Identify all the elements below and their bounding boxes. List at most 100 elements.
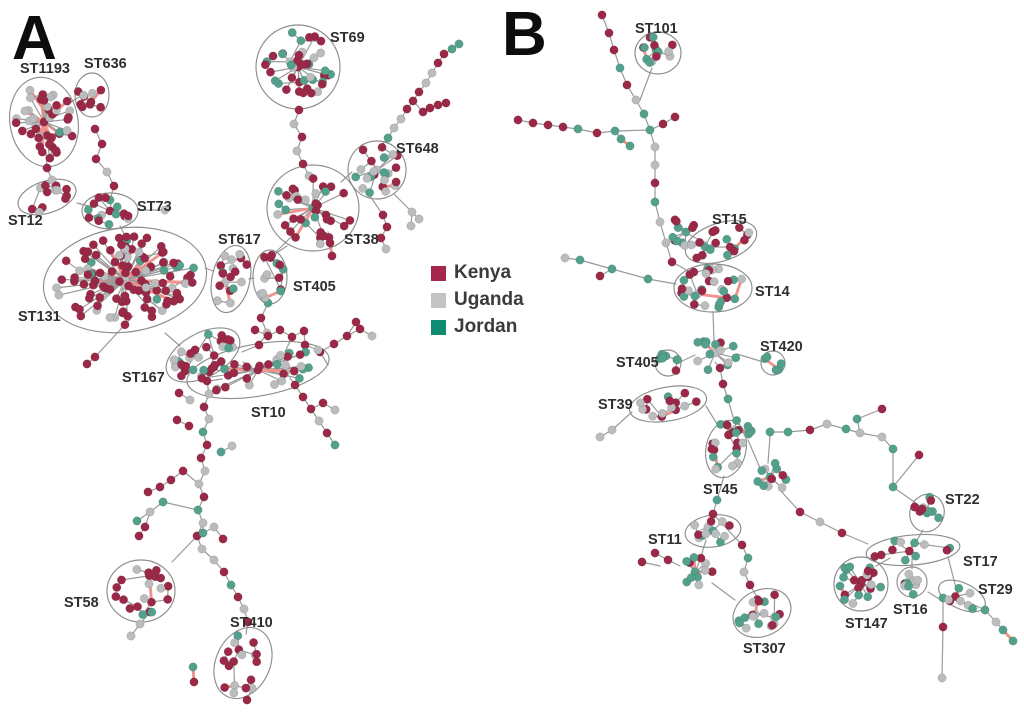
node-uganda (358, 183, 368, 193)
node-uganda (281, 360, 291, 370)
edge (340, 171, 353, 183)
node-uganda (47, 175, 57, 185)
node-kenya (94, 216, 104, 226)
node-uganda (362, 173, 372, 183)
node-jordan (716, 297, 726, 307)
node-uganda (944, 595, 954, 605)
node-uganda (919, 540, 929, 550)
node-uganda (694, 580, 704, 590)
node-kenya (754, 596, 764, 606)
node-kenya (229, 359, 239, 369)
node-kenya (169, 258, 179, 268)
node-kenya (311, 199, 321, 209)
node-kenya (418, 107, 428, 117)
node-kenya (687, 223, 697, 233)
node-kenya (339, 188, 349, 198)
node-jordan (731, 353, 741, 363)
node-kenya (275, 260, 285, 270)
node-jordan (682, 556, 692, 566)
node-jordan (274, 199, 284, 209)
node-kenya (118, 307, 128, 317)
node-kenya (254, 340, 264, 350)
node-kenya (718, 379, 728, 389)
node-kenya (414, 87, 424, 97)
node-uganda (227, 255, 236, 265)
node-jordan (573, 124, 583, 134)
node-jordan (216, 447, 226, 457)
node-uganda (200, 466, 210, 476)
node-kenya (665, 396, 675, 406)
node-kenya (692, 253, 702, 263)
node-kenya (166, 475, 176, 485)
node-uganda (105, 313, 115, 323)
node-uganda (728, 461, 737, 471)
node-kenya (131, 267, 141, 277)
node-kenya (109, 181, 119, 191)
node-kenya (89, 199, 99, 209)
node-uganda (277, 376, 287, 386)
cluster-label-ST38: ST38 (344, 232, 379, 248)
panel-b-label: B (502, 0, 547, 69)
node-uganda (230, 681, 240, 691)
node-jordan (732, 448, 741, 458)
edge (841, 532, 869, 545)
node-uganda (687, 240, 696, 250)
node-kenya (144, 568, 154, 578)
node-kenya (722, 420, 732, 430)
node-kenya (219, 567, 229, 577)
node-uganda (711, 529, 721, 539)
node-kenya (61, 256, 71, 266)
cluster-label-ST648: ST648 (396, 141, 439, 157)
cluster-label-ST16: ST16 (893, 602, 928, 618)
node-kenya (230, 267, 240, 277)
node-kenya (917, 504, 927, 514)
node-kenya (298, 392, 308, 402)
node-kenya (667, 40, 677, 50)
node-kenya (528, 118, 538, 128)
node-jordan (998, 625, 1008, 635)
node-jordan (954, 583, 964, 593)
node-kenya (317, 79, 327, 89)
node-jordan (203, 329, 213, 339)
node-uganda (227, 441, 237, 451)
node-uganda (607, 425, 617, 435)
node-kenya (724, 430, 733, 440)
node-jordan (650, 197, 660, 207)
node-uganda (28, 114, 38, 124)
node-jordan (330, 440, 340, 450)
node-kenya (255, 361, 264, 371)
node-uganda (212, 296, 222, 306)
cluster-label-ST11: ST11 (648, 532, 682, 548)
node-kenya (680, 388, 690, 398)
cluster-label-ST29: ST29 (978, 582, 1013, 598)
node-jordan (147, 607, 157, 617)
node-jordan (722, 250, 732, 260)
node-kenya (382, 222, 392, 232)
node-jordan (138, 610, 148, 620)
node-jordan (900, 555, 910, 565)
edge (611, 411, 633, 431)
node-kenya (115, 277, 124, 287)
node-kenya (250, 325, 260, 335)
node-kenya (543, 120, 553, 130)
edge (29, 97, 45, 123)
node-kenya (691, 397, 701, 407)
nodes-layer (11, 10, 1018, 705)
node-jordan (616, 134, 626, 144)
node-kenya (27, 204, 37, 214)
node-uganda (877, 432, 887, 442)
node-kenya (767, 474, 777, 484)
node-jordan (310, 212, 320, 222)
node-kenya (281, 85, 291, 95)
node-uganda (380, 175, 389, 185)
node-kenya (689, 299, 699, 309)
node-kenya (425, 103, 435, 113)
cluster-label-ST101: ST101 (635, 21, 678, 37)
node-uganda (720, 531, 729, 541)
node-jordan (383, 133, 393, 143)
node-kenya (34, 133, 44, 143)
node-jordan (226, 580, 236, 590)
node-jordan (673, 355, 683, 365)
node-kenya (17, 126, 27, 136)
